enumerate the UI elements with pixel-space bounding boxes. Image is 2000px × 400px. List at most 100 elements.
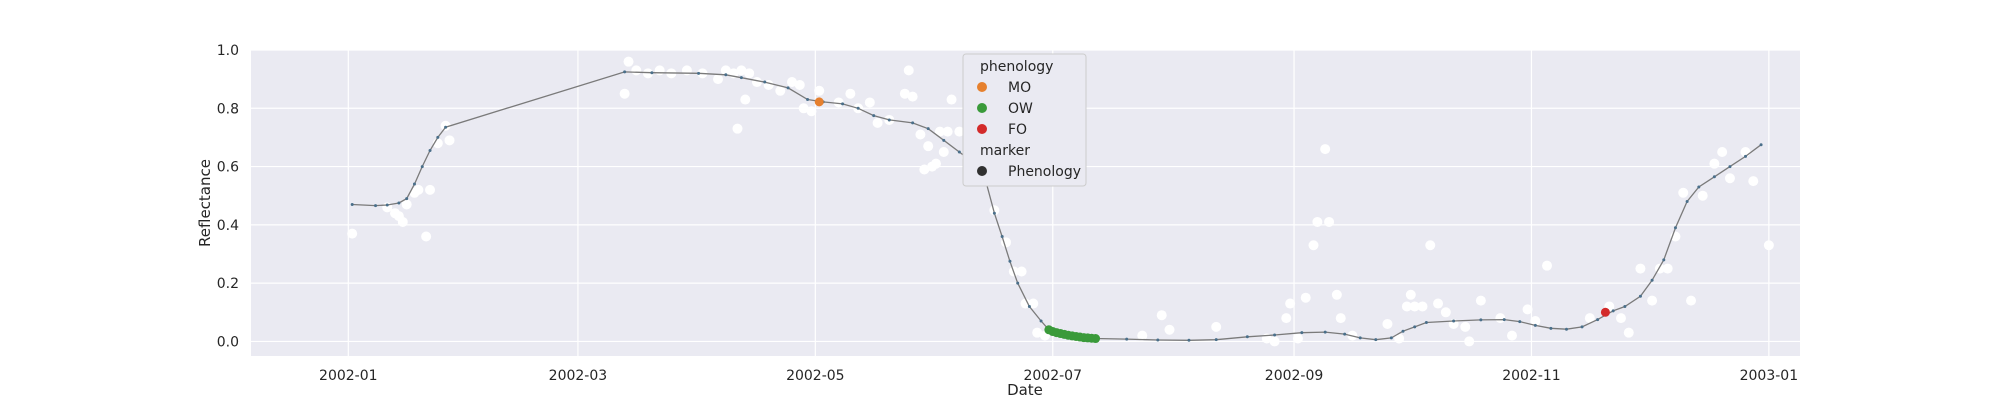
- observation-point: [833, 97, 844, 108]
- observation-point: [1164, 324, 1175, 335]
- observation-point: [1464, 336, 1475, 347]
- smoothed-point: [1008, 259, 1012, 263]
- smoothed-point: [444, 125, 448, 129]
- observation-point: [751, 77, 762, 88]
- observation-point: [1417, 301, 1428, 312]
- observation-point: [1281, 313, 1292, 324]
- legend-box: [962, 53, 1087, 187]
- x-tick-label: 2002-11: [1502, 368, 1561, 384]
- smoothed-point: [1685, 200, 1689, 204]
- smoothed-point: [1389, 336, 1393, 340]
- smoothed-point: [926, 127, 930, 131]
- smoothed-point: [412, 182, 416, 186]
- observation-point: [915, 129, 926, 140]
- observation-point: [619, 88, 630, 99]
- smoothed-point: [1662, 258, 1666, 262]
- smoothed-point: [1518, 320, 1522, 324]
- observation-point: [1542, 260, 1553, 271]
- smoothed-point: [957, 150, 961, 154]
- smoothed-point: [1374, 338, 1378, 342]
- observation-point: [1405, 289, 1416, 300]
- phenology-point-fo: [1600, 307, 1610, 317]
- smoothed-point: [1187, 338, 1191, 342]
- observation-point: [1615, 313, 1626, 324]
- smoothed-point: [1343, 332, 1347, 336]
- smoothed-point: [428, 149, 432, 153]
- smoothed-point: [724, 73, 728, 77]
- smoothed-point: [1673, 226, 1677, 230]
- legend-marker-ow: [977, 103, 987, 113]
- smoothed-point: [420, 165, 424, 169]
- smoothed-point: [1452, 319, 1456, 323]
- observation-point: [1324, 216, 1335, 227]
- smoothed-point: [1156, 338, 1160, 342]
- smoothed-point: [405, 197, 409, 201]
- y-axis-title: Reflectance: [196, 159, 214, 247]
- y-tick-label: 0.2: [217, 276, 239, 292]
- observation-point: [444, 135, 455, 146]
- observation-point: [1506, 330, 1517, 341]
- smoothed-point: [841, 102, 845, 106]
- smoothed-point: [763, 80, 767, 84]
- smoothed-point: [1214, 338, 1218, 342]
- observation-point: [1137, 330, 1148, 341]
- observation-point: [794, 79, 805, 90]
- observation-point: [1748, 176, 1759, 187]
- smoothed-point: [1611, 309, 1615, 313]
- smoothed-point: [1596, 318, 1600, 322]
- smoothed-point: [1712, 175, 1716, 179]
- smoothed-point: [1323, 330, 1327, 334]
- y-tick-label: 0.0: [217, 334, 239, 350]
- smoothed-point: [739, 76, 743, 80]
- observation-point: [903, 65, 914, 76]
- legend-marker-mo: [977, 82, 987, 92]
- legend-title-phenology: phenology: [980, 59, 1053, 75]
- observation-point: [1331, 289, 1342, 300]
- smoothed-point: [1638, 294, 1642, 298]
- smoothed-point: [1424, 320, 1428, 324]
- smoothed-point: [992, 211, 996, 215]
- smoothed-point: [872, 114, 876, 118]
- smoothed-point: [1413, 325, 1417, 329]
- smoothed-point: [697, 71, 701, 75]
- observation-point: [1763, 240, 1774, 251]
- smoothed-point: [1623, 304, 1627, 308]
- observation-point: [786, 77, 797, 88]
- smoothed-point: [374, 204, 378, 208]
- observation-point: [1285, 298, 1296, 309]
- smoothed-point: [650, 71, 654, 75]
- observation-point: [930, 158, 941, 169]
- phenology-point-mo: [814, 97, 824, 107]
- observation-point: [1717, 147, 1728, 157]
- x-tick-label: 2002-09: [1265, 368, 1324, 384]
- observation-point: [347, 228, 358, 239]
- y-tick-label: 0.4: [217, 218, 239, 234]
- observation-point: [1522, 304, 1533, 315]
- observation-point: [1433, 298, 1444, 309]
- smoothed-point: [385, 203, 389, 207]
- observation-point: [1584, 313, 1595, 324]
- smoothed-point: [436, 135, 440, 139]
- observation-point: [401, 199, 412, 210]
- observation-point: [425, 184, 436, 195]
- smoothed-point: [887, 118, 891, 122]
- smoothed-point: [1358, 336, 1362, 340]
- y-tick-label: 0.8: [217, 101, 239, 117]
- legend-title-marker: marker: [980, 143, 1030, 159]
- observation-points: [347, 56, 1774, 347]
- observation-point: [1211, 321, 1222, 332]
- legend-marker-phenology: [977, 166, 987, 176]
- observation-point: [1335, 313, 1346, 324]
- observation-point: [1312, 216, 1323, 227]
- smoothed-point: [1039, 319, 1043, 323]
- observation-point: [1425, 240, 1436, 251]
- x-tick-label: 2003-01: [1740, 368, 1799, 384]
- observation-point: [1292, 333, 1303, 344]
- observation-point: [938, 147, 949, 157]
- observation-point: [1635, 263, 1646, 274]
- x-tick-label: 2002-07: [1023, 368, 1082, 384]
- smoothed-point: [1300, 331, 1304, 335]
- observation-point: [1440, 307, 1451, 318]
- observation-point: [642, 68, 653, 79]
- y-tick-label: 0.6: [217, 160, 239, 176]
